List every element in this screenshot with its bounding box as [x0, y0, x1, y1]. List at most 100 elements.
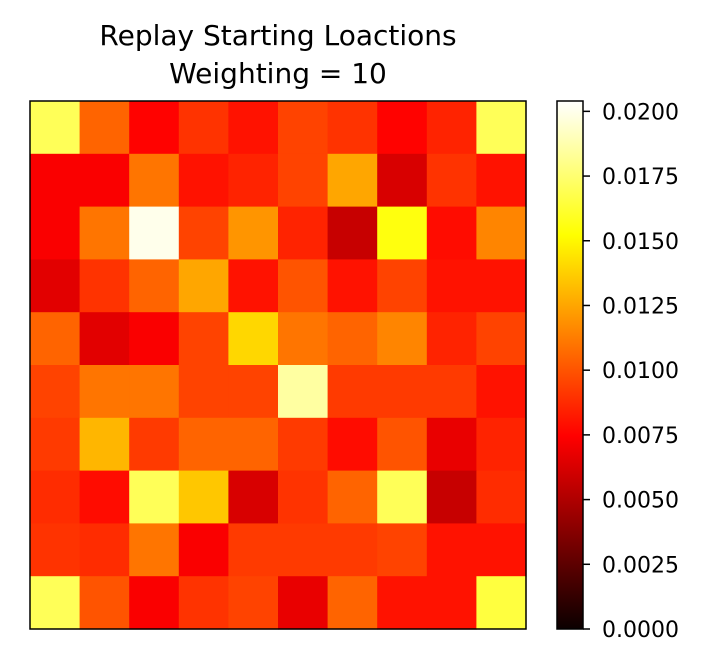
heatmap-cell [79, 259, 130, 313]
heatmap-cell [129, 365, 180, 419]
heatmap-cell [278, 101, 329, 155]
heatmap-cell [377, 101, 428, 155]
heatmap-cell [79, 523, 130, 577]
heatmap-cell [129, 153, 180, 208]
heatmap-cell [377, 523, 428, 577]
heatmap-cell [327, 576, 378, 630]
heatmap-cell [476, 365, 527, 419]
heatmap-cell [178, 417, 229, 472]
heatmap-cell [476, 417, 527, 472]
colorbar-ticks: 0.0000 0.0025 0.0050 0.0075 0.0100 0.0125 0.01… [583, 100, 679, 643]
heatmap-cell [129, 470, 180, 524]
heatmap-cell [178, 470, 229, 524]
heatmap-cell [377, 206, 428, 260]
heatmap-cell [327, 312, 378, 366]
heatmap-cell [30, 206, 81, 260]
colorbar-tick-label: 0.0175 [602, 165, 679, 190]
heatmap-cell [476, 259, 527, 313]
heatmap-cell [129, 417, 180, 472]
heatmap-cell [79, 417, 130, 472]
heatmap-cell [476, 153, 527, 208]
heatmap-cell [228, 576, 279, 630]
heatmap-cell [178, 259, 229, 313]
heatmap-cell [79, 101, 130, 155]
heatmap-cell [278, 576, 329, 630]
colorbar-tick-label: 0.0075 [602, 424, 679, 449]
heatmap-cell [327, 259, 378, 313]
colorbar: 0.0000 0.0025 0.0050 0.0075 0.0100 0.0125 0.01… [556, 100, 679, 643]
heatmap-cell [228, 206, 279, 260]
heatmap-cell [228, 417, 279, 472]
heatmap-cell [426, 470, 477, 524]
heatmap-cell [79, 312, 130, 366]
heatmap-cell [278, 365, 329, 419]
colorbar-tick-label: 0.0200 [602, 100, 679, 125]
heatmap-cell [278, 523, 329, 577]
heatmap-cell [178, 576, 229, 630]
heatmap-cell [178, 101, 229, 155]
heatmap-cell [327, 470, 378, 524]
colorbar-tick-label: 0.0125 [602, 294, 679, 319]
heatmap-cell [327, 206, 378, 260]
heatmap-frame [29, 100, 527, 630]
heatmap-cell [476, 206, 527, 260]
heatmap-cell [278, 312, 329, 366]
chart-title-line-1: Replay Starting Loactions [99, 19, 456, 52]
heatmap-cell [278, 259, 329, 313]
heatmap-cell [476, 470, 527, 524]
colorbar-tick-label: 0.0150 [602, 230, 679, 255]
heatmap-cell [228, 365, 279, 419]
heatmap-cell [426, 523, 477, 577]
heatmap-cell [327, 523, 378, 577]
heatmap-cell [228, 153, 279, 208]
heatmap-cell [228, 101, 279, 155]
heatmap-cell [327, 153, 378, 208]
heatmap-cell [30, 259, 81, 313]
heatmap-cell [426, 153, 477, 208]
chart-title: Replay Starting Loactions Weighting = 10 [99, 19, 456, 90]
heatmap-cell [178, 312, 229, 366]
heatmap-cell [476, 523, 527, 577]
heatmap-cell [426, 312, 477, 366]
heatmap-cell [426, 101, 477, 155]
heatmap-cell [30, 417, 81, 472]
heatmap-cell [278, 153, 329, 208]
heatmap-cell [228, 312, 279, 366]
heatmap-cell [228, 523, 279, 577]
heatmap-cell [426, 206, 477, 260]
heatmap-cell [426, 365, 477, 419]
heatmap-cell [228, 259, 279, 313]
heatmap-cell [476, 101, 527, 155]
heatmap-cell [278, 417, 329, 472]
colorbar-tick-label: 0.0000 [602, 618, 679, 643]
heatmap-cell [79, 576, 130, 630]
colorbar-tick-label: 0.0025 [602, 553, 679, 578]
colorbar-tick-label: 0.0050 [602, 489, 679, 514]
heatmap-cell [377, 470, 428, 524]
heatmap-cell [476, 576, 527, 630]
heatmap-cell [377, 576, 428, 630]
heatmap-cell [228, 470, 279, 524]
heatmap-cell [129, 312, 180, 366]
heatmap-cell [129, 259, 180, 313]
heatmap-cell [377, 312, 428, 366]
heatmap-cell [278, 470, 329, 524]
heatmap-cell [327, 101, 378, 155]
heatmap-cell [79, 470, 130, 524]
chart-title-line-2: Weighting = 10 [169, 57, 387, 90]
heatmap-cell [377, 259, 428, 313]
heatmap-cell [426, 417, 477, 472]
heatmap-cell [30, 576, 81, 630]
heatmap-cell [30, 153, 81, 208]
heatmap-cell [129, 206, 180, 260]
heatmap-cell [178, 153, 229, 208]
heatmap-cell [377, 365, 428, 419]
heatmap-cell [30, 312, 81, 366]
heatmap-cell [129, 523, 180, 577]
heatmap-cell [377, 417, 428, 472]
heatmap-grid [30, 101, 527, 630]
heatmap-cell [30, 101, 81, 155]
heatmap-cell [426, 576, 477, 630]
heatmap-cell [129, 101, 180, 155]
